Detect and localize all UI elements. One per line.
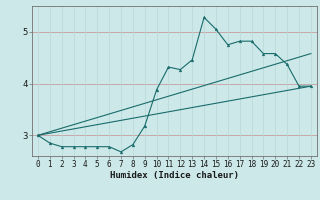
X-axis label: Humidex (Indice chaleur): Humidex (Indice chaleur) <box>110 171 239 180</box>
